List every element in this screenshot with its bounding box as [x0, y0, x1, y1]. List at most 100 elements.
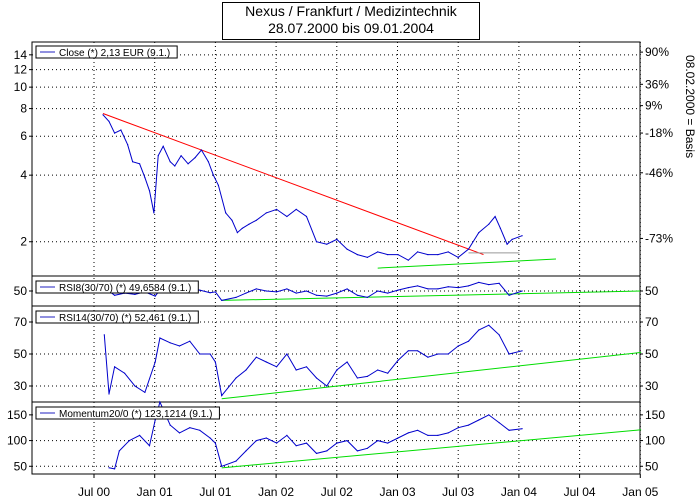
data-point — [108, 467, 110, 469]
data-point — [214, 442, 216, 444]
x-tick-label: Jan 04 — [501, 485, 537, 499]
data-point — [132, 161, 134, 163]
trendline-price — [377, 258, 557, 269]
y-tick-label-left: 50 — [14, 284, 28, 298]
data-point — [457, 345, 459, 347]
y-tick-label-right: 90% — [645, 45, 669, 59]
data-point — [144, 391, 146, 393]
data-point — [235, 460, 237, 462]
data-point — [178, 432, 181, 434]
data-point — [397, 289, 399, 291]
data-point — [478, 281, 480, 283]
data-point — [114, 468, 116, 470]
data-point — [148, 445, 151, 447]
data-point — [366, 375, 368, 377]
y-tick-label-left: 4 — [20, 168, 27, 182]
data-point — [397, 254, 399, 256]
y-tick-label-right: 50 — [645, 459, 659, 473]
data-point — [508, 429, 510, 431]
x-tick-label: Jul 04 — [564, 485, 596, 499]
data-point — [488, 284, 490, 286]
data-point — [153, 212, 155, 214]
data-point — [295, 445, 297, 447]
legend-label-rsi8: RSI8(30/70) (*) 49,6584 (9.1.) — [59, 283, 191, 294]
data-point — [427, 288, 429, 290]
data-point — [387, 292, 389, 294]
data-point — [178, 345, 181, 347]
data-point — [508, 294, 510, 296]
data-point — [377, 251, 379, 253]
data-point — [154, 295, 156, 297]
data-point — [447, 432, 449, 434]
data-point — [499, 227, 501, 229]
data-point — [212, 174, 214, 176]
data-point — [427, 356, 429, 358]
data-point — [295, 208, 297, 210]
data-point — [225, 212, 227, 214]
data-point — [154, 419, 156, 421]
data-point — [124, 372, 126, 374]
data-point — [397, 359, 399, 361]
y-tick-label-left: 50 — [14, 347, 28, 361]
data-point — [498, 422, 500, 424]
legend-label-momentum: Momentum20/0 (*) 123,1214 (9.1.) — [59, 409, 212, 420]
y-tick-label-right: 70 — [645, 315, 659, 329]
data-point — [286, 288, 288, 290]
data-point — [245, 369, 247, 371]
series-line-momentum — [108, 400, 523, 470]
data-point — [169, 161, 171, 163]
x-tick-label: Jan 03 — [379, 485, 415, 499]
y-tick-label-left: 2 — [20, 235, 27, 249]
legend-label-price: Close (*) 2,13 EUR (9.1.) — [59, 48, 170, 59]
y-tick-label-left: 14 — [14, 48, 28, 62]
series-layer — [102, 114, 523, 470]
data-point — [437, 254, 439, 256]
data-point — [326, 295, 328, 297]
data-point — [467, 248, 470, 250]
data-point — [221, 465, 223, 467]
y-tick-label-left: 12 — [14, 63, 28, 77]
data-point — [128, 440, 130, 442]
data-point — [457, 427, 459, 429]
data-point — [336, 292, 338, 294]
chart-title: Nexus / Frankfurt / Medizintechnik — [245, 3, 457, 19]
data-point — [336, 369, 338, 371]
data-point — [387, 254, 389, 256]
data-point — [397, 437, 399, 439]
y-tick-label-left: 50 — [14, 459, 28, 473]
y-tick-label-left: 150 — [7, 408, 27, 422]
data-point — [265, 437, 267, 439]
chart-subtitle: 28.07.2000 bis 09.01.2004 — [268, 20, 434, 36]
data-point — [189, 427, 191, 429]
data-point — [478, 329, 480, 331]
data-point — [478, 232, 480, 234]
y-tick-label-left: 70 — [14, 315, 28, 329]
legend-box-price — [35, 45, 178, 59]
y-tick-label-right: 150 — [645, 408, 665, 422]
data-point — [276, 291, 278, 293]
trendline-layer — [102, 113, 642, 469]
data-point — [209, 353, 211, 355]
data-point — [437, 434, 439, 436]
y-tick-label-left: 10 — [14, 80, 28, 94]
data-point — [127, 144, 129, 146]
data-point — [187, 163, 189, 165]
data-point — [154, 361, 156, 363]
data-point — [200, 149, 202, 151]
data-point — [276, 442, 278, 444]
data-point — [295, 292, 297, 294]
trendline-momentum — [221, 429, 642, 469]
data-point — [508, 353, 510, 355]
chart-title-box: Nexus / Frankfurt / Medizintechnik 28.07… — [222, 2, 480, 40]
data-point — [305, 442, 308, 444]
data-point — [437, 288, 439, 290]
trendline-rsi14 — [221, 351, 642, 400]
legend-box-rsi8 — [35, 280, 199, 294]
data-point — [189, 340, 191, 342]
data-point — [336, 442, 338, 444]
data-point — [346, 361, 348, 363]
data-point — [231, 219, 233, 221]
data-point — [265, 212, 267, 214]
x-tick-label: Jan 01 — [137, 485, 173, 499]
